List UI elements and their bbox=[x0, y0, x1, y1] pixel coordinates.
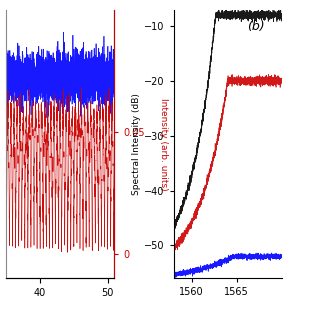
Y-axis label: Spectral Intensity (dB): Spectral Intensity (dB) bbox=[132, 93, 141, 195]
Text: (b): (b) bbox=[247, 20, 265, 33]
Y-axis label: Intensity (arb. units): Intensity (arb. units) bbox=[159, 98, 168, 190]
